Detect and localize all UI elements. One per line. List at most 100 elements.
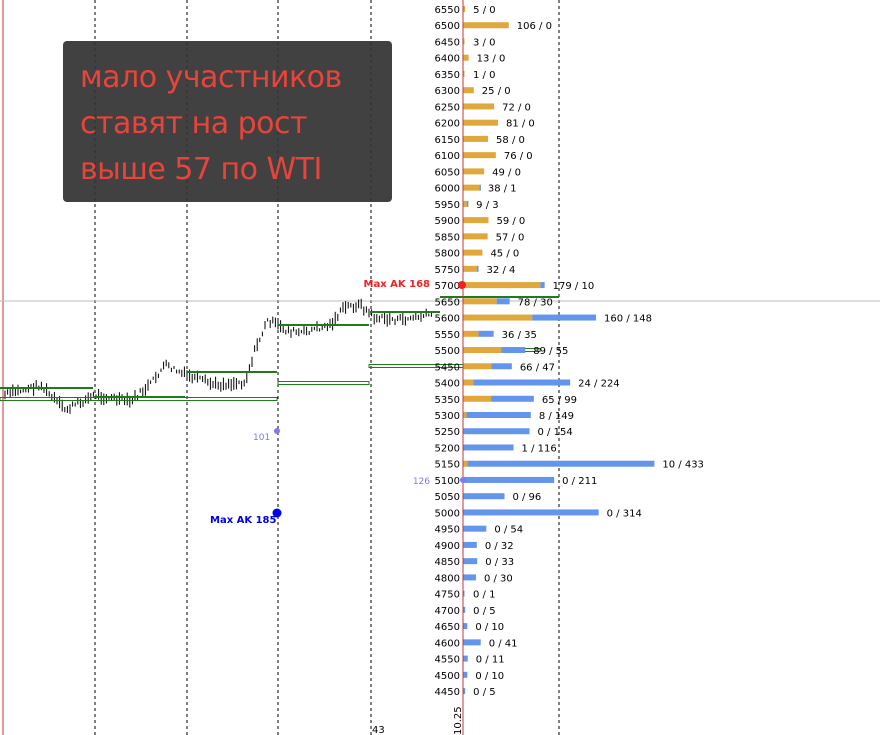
strike-label: 6500: [435, 21, 460, 32]
strike-label: 5750: [435, 265, 460, 276]
call-bar: [463, 298, 497, 305]
put-bar: [463, 590, 465, 597]
call-bar: [463, 103, 495, 110]
bar-value-label: 0 / 54: [494, 525, 523, 536]
call-bar: [463, 314, 533, 321]
put-bar: [463, 558, 478, 565]
bar-value-label: 0 / 154: [538, 427, 573, 438]
bar-value-label: 0 / 32: [485, 541, 514, 552]
strike-label: 6050: [435, 167, 460, 178]
bar-value-label: 45 / 0: [490, 249, 519, 260]
strike-label: 6150: [435, 135, 460, 146]
put-bar: [540, 282, 545, 289]
strike-label: 4600: [435, 638, 460, 649]
put-bar: [478, 330, 494, 337]
time-axis-label: 43: [372, 725, 385, 735]
call-bar: [463, 379, 474, 386]
put-bar: [463, 606, 466, 613]
bar-value-label: 0 / 11: [476, 655, 505, 666]
put-bar: [463, 574, 476, 581]
marker-101-dot: [274, 428, 280, 434]
strike-label: 4500: [435, 671, 460, 682]
call-bar: [463, 70, 465, 77]
bar-value-label: 78 / 30: [518, 297, 553, 308]
strike-label: 5050: [435, 492, 460, 503]
strike-label: 4450: [435, 687, 460, 698]
put-bar: [463, 476, 555, 483]
call-bar: [463, 363, 492, 370]
strike-label: 5650: [435, 297, 460, 308]
put-bar: [463, 428, 530, 435]
bar-value-label: 59 / 0: [496, 216, 525, 227]
strike-label: 6100: [435, 151, 460, 162]
annotation-box: мало участников ставят на рост выше 57 п…: [63, 41, 392, 202]
max-put-label: Max AK 185: [210, 515, 277, 526]
date-axis-label: 10.25: [453, 706, 464, 735]
put-bar: [491, 395, 534, 402]
put-bar: [463, 509, 599, 516]
call-bar: [463, 22, 509, 29]
put-bar: [463, 525, 487, 532]
call-bar: [463, 412, 467, 418]
bar-value-label: 160 / 148: [604, 314, 652, 325]
put-bar: [473, 379, 571, 386]
strike-label: 4700: [435, 606, 460, 617]
max-put-dot: [272, 508, 282, 518]
bar-value-label: 0 / 30: [484, 573, 513, 584]
bar-value-label: 89 / 55: [533, 346, 568, 357]
strike-label: 6350: [435, 70, 460, 81]
bar-value-label: 0 / 314: [607, 508, 642, 519]
bar-value-label: 38 / 1: [488, 184, 517, 195]
strike-label: 6400: [435, 54, 460, 65]
bar-value-label: 76 / 0: [504, 151, 533, 162]
strike-label: 5950: [435, 200, 460, 211]
strike-label: 5000: [435, 508, 460, 519]
strike-label: 5100: [435, 476, 460, 487]
put-bar: [463, 655, 468, 662]
bar-value-label: 179 / 10: [553, 281, 595, 292]
call-bar: [463, 265, 477, 272]
put-bar: [463, 688, 466, 695]
strike-label: 4950: [435, 525, 460, 536]
level-band: [277, 381, 370, 385]
annotation-line-1: мало участников: [80, 60, 342, 95]
strike-label: 5350: [435, 395, 460, 406]
strike-label: 5150: [435, 460, 460, 471]
bar-value-label: 0 / 96: [512, 492, 541, 503]
call-bar: [463, 347, 502, 354]
call-bar: [463, 200, 467, 207]
put-bar: [463, 623, 468, 630]
call-bar: [463, 135, 489, 142]
put-bar: [496, 298, 510, 305]
marker-101-label: 101: [253, 433, 270, 443]
put-bar: [463, 444, 514, 451]
call-bar: [463, 184, 480, 191]
strike-label: 5700: [435, 281, 460, 292]
marker-126-label: 126: [413, 477, 430, 487]
strike-label: 4800: [435, 573, 460, 584]
bar-value-label: 1 / 0: [473, 70, 495, 81]
strike-label: 4550: [435, 655, 460, 666]
bar-value-label: 8 / 149: [539, 411, 574, 422]
strike-label: 6000: [435, 184, 460, 195]
bar-value-label: 1 / 116: [522, 443, 557, 454]
bar-value-label: 0 / 5: [473, 606, 495, 617]
call-bar: [463, 282, 541, 289]
strike-label: 4850: [435, 557, 460, 568]
strike-label: 5600: [435, 314, 460, 325]
strike-label: 5800: [435, 249, 460, 260]
strike-label: 6550: [435, 5, 460, 16]
strike-label: 5400: [435, 379, 460, 390]
strike-label: 6250: [435, 102, 460, 113]
bar-value-label: 49 / 0: [492, 167, 521, 178]
strike-label: 5500: [435, 346, 460, 357]
bar-value-label: 0 / 1: [473, 590, 495, 601]
call-bar: [463, 249, 483, 256]
bar-value-label: 3 / 0: [473, 37, 495, 48]
bar-value-label: 32 / 4: [487, 265, 516, 276]
put-bar: [467, 460, 655, 467]
bar-value-label: 13 / 0: [477, 54, 506, 65]
strike-label: 4750: [435, 590, 460, 601]
